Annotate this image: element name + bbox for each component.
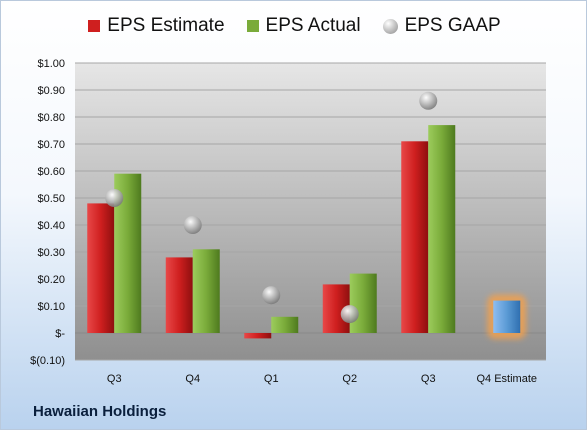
y-tick-label: $0.90 [37,85,65,97]
plot-area [75,63,546,360]
y-tick-label: $1.00 [37,58,65,70]
legend-label-eps-gaap: EPS GAAP [404,15,501,36]
bar-eps-estimate [87,203,115,333]
legend-swatch-gaap [382,18,398,34]
x-tick-label: Q3 [421,373,436,385]
point-eps-gaap [340,305,359,324]
point-eps-gaap [262,286,281,305]
bar-eps-actual [192,249,220,333]
y-tick-label: $- [55,328,65,340]
legend-swatch-actual [246,20,259,32]
y-tick-label: $0.40 [37,220,65,232]
y-tick-label: $(0.10) [30,355,65,367]
x-tick-label: Q2 [342,373,357,385]
bar-eps-actual [428,125,456,333]
point-eps-gaap [105,189,124,207]
legend-item-eps-actual: EPS Actual [246,15,361,37]
y-tick-label: $0.70 [37,139,65,151]
x-tick-label: Q4 Estimate [476,373,537,385]
bar-eps-estimate [165,257,193,333]
y-tick-label: $0.60 [37,166,65,178]
point-eps-gaap [419,91,438,110]
legend: EPS Estimate EPS Actual EPS GAAP [1,15,586,37]
y-tick-label: $0.80 [37,112,65,124]
x-tick-label: Q1 [264,373,279,385]
x-tick-label: Q3 [107,373,122,385]
company-name: Hawaiian Holdings [33,403,167,420]
bar-eps-actual [349,273,377,333]
y-tick-label: $0.10 [37,301,65,313]
bar-eps-actual [271,316,299,333]
y-tick-label: $0.50 [37,193,65,205]
bar-eps-estimate [244,333,272,339]
bar-eps-estimate [493,300,521,333]
bar-eps-estimate [401,141,429,333]
y-tick-label: $0.30 [37,247,65,259]
point-eps-gaap [183,216,202,234]
legend-swatch-estimate [88,20,101,32]
legend-label-eps-actual: EPS Actual [265,15,361,36]
legend-label-eps-estimate: EPS Estimate [107,15,225,36]
x-tick-label: Q4 [185,373,200,385]
y-tick-label: $0.20 [37,274,65,286]
legend-item-eps-gaap: EPS GAAP [382,15,501,37]
legend-item-eps-estimate: EPS Estimate [88,15,225,37]
